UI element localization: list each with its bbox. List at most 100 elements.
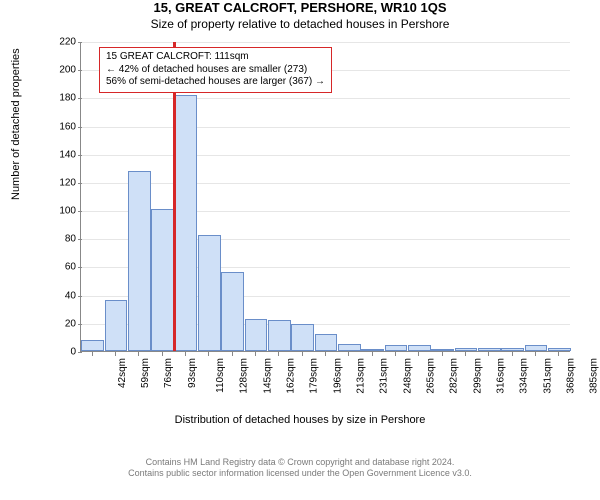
x-tick-mark [395,352,396,356]
x-tick-label: 110sqm [215,358,226,393]
histogram-bar [548,348,571,351]
x-tick-label: 368sqm [566,358,577,394]
y-tick-mark [78,127,82,128]
annot-line1: 15 GREAT CALCROFT: 111sqm [106,51,325,64]
x-tick-label: 385sqm [589,358,600,394]
grid-line [81,155,570,156]
y-tick-label: 140 [50,149,76,160]
x-tick-mark [442,352,443,356]
histogram-bar [291,324,314,351]
histogram-bar [198,235,221,351]
x-tick-label: 213sqm [356,358,367,394]
footer-line2: Contains public sector information licen… [0,468,600,480]
histogram-bar [221,272,244,351]
histogram-bar [105,300,128,351]
histogram-bar [408,345,431,351]
chart-area: 15 GREAT CALCROFT: 111sqm ← 42% of detac… [50,38,580,408]
x-tick-mark [92,352,93,356]
histogram-bar [361,349,384,351]
x-tick-mark [185,352,186,356]
x-tick-label: 351sqm [542,358,553,394]
x-tick-mark [558,352,559,356]
y-tick-label: 20 [50,318,76,329]
footer-line1: Contains HM Land Registry data © Crown c… [0,457,600,469]
histogram-bar [81,340,104,351]
x-tick-label: 179sqm [309,358,320,394]
histogram-bar [501,348,524,351]
histogram-bar [431,349,454,351]
x-tick-mark [512,352,513,356]
y-tick-label: 60 [50,262,76,273]
histogram-bar [338,344,361,351]
x-tick-mark [138,352,139,356]
y-axis-label: Number of detached properties [10,48,22,200]
chart-title: 15, GREAT CALCROFT, PERSHORE, WR10 1QS [0,0,600,15]
y-tick-mark [78,42,82,43]
y-tick-label: 100 [50,206,76,217]
x-tick-label: 299sqm [472,358,483,394]
annotation-box: 15 GREAT CALCROFT: 111sqm ← 42% of detac… [99,47,332,93]
x-tick-mark [162,352,163,356]
x-tick-label: 59sqm [140,358,151,388]
y-tick-mark [78,352,82,353]
x-tick-label: 248sqm [402,358,413,394]
x-tick-mark [372,352,373,356]
x-tick-label: 316sqm [496,358,507,394]
grid-line [81,42,570,43]
y-tick-label: 160 [50,121,76,132]
grid-line [81,183,570,184]
y-tick-mark [78,296,82,297]
y-tick-mark [78,155,82,156]
x-tick-label: 196sqm [332,358,343,394]
footer-attribution: Contains HM Land Registry data © Crown c… [0,457,600,480]
y-tick-label: 200 [50,65,76,76]
histogram-bar [151,209,174,351]
histogram-bar [455,348,478,351]
x-tick-mark [302,352,303,356]
histogram-bar [385,345,408,351]
histogram-bar [245,319,268,351]
x-axis-label: Distribution of detached houses by size … [0,414,600,426]
annot-line3: 56% of semi-detached houses are larger (… [106,76,325,89]
x-tick-label: 282sqm [449,358,460,394]
x-tick-label: 42sqm [117,358,128,388]
x-tick-mark [232,352,233,356]
histogram-bar [525,345,548,351]
x-tick-mark [535,352,536,356]
x-tick-mark [325,352,326,356]
histogram-bar [175,95,198,351]
y-tick-mark [78,211,82,212]
x-tick-mark [348,352,349,356]
y-tick-label: 80 [50,234,76,245]
y-tick-mark [78,267,82,268]
x-tick-label: 128sqm [239,358,250,394]
x-tick-label: 162sqm [286,358,297,394]
x-tick-mark [278,352,279,356]
histogram-bar [268,320,291,351]
x-tick-mark [488,352,489,356]
x-tick-mark [418,352,419,356]
x-tick-label: 231sqm [379,358,390,394]
y-tick-mark [78,183,82,184]
plot-region: 15 GREAT CALCROFT: 111sqm ← 42% of detac… [80,42,570,352]
x-tick-label: 145sqm [262,358,273,394]
histogram-bar [128,171,151,351]
grid-line [81,127,570,128]
annot-line2: ← 42% of detached houses are smaller (27… [106,64,325,77]
y-tick-label: 220 [50,37,76,48]
y-tick-mark [78,98,82,99]
y-tick-label: 40 [50,290,76,301]
x-tick-mark [255,352,256,356]
x-tick-label: 265sqm [426,358,437,394]
x-tick-mark [208,352,209,356]
grid-line [81,98,570,99]
y-tick-mark [78,324,82,325]
x-tick-label: 93sqm [187,358,198,388]
x-tick-label: 334sqm [519,358,530,394]
histogram-bar [478,348,501,351]
histogram-bar [315,334,338,351]
y-tick-mark [78,70,82,71]
y-tick-label: 0 [50,347,76,358]
y-tick-label: 120 [50,177,76,188]
x-tick-label: 76sqm [163,358,174,388]
